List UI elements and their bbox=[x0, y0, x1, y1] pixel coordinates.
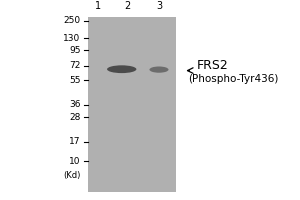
Text: 3: 3 bbox=[157, 1, 163, 11]
Text: 130: 130 bbox=[63, 34, 81, 43]
Text: 72: 72 bbox=[69, 61, 81, 70]
Text: FRS2: FRS2 bbox=[197, 59, 229, 72]
Text: (Phospho-Tyr436): (Phospho-Tyr436) bbox=[188, 74, 278, 84]
Text: 17: 17 bbox=[69, 137, 81, 146]
Text: 55: 55 bbox=[69, 76, 81, 85]
Ellipse shape bbox=[149, 66, 169, 73]
Text: 2: 2 bbox=[124, 1, 131, 11]
Text: 10: 10 bbox=[69, 157, 81, 166]
Text: 36: 36 bbox=[69, 100, 81, 109]
Bar bbox=[88, 17, 176, 192]
Text: 28: 28 bbox=[69, 113, 81, 122]
Text: 95: 95 bbox=[69, 46, 81, 55]
Text: 250: 250 bbox=[64, 16, 81, 25]
Text: (Kd): (Kd) bbox=[63, 171, 81, 180]
Ellipse shape bbox=[107, 65, 136, 73]
Text: 1: 1 bbox=[95, 1, 101, 11]
